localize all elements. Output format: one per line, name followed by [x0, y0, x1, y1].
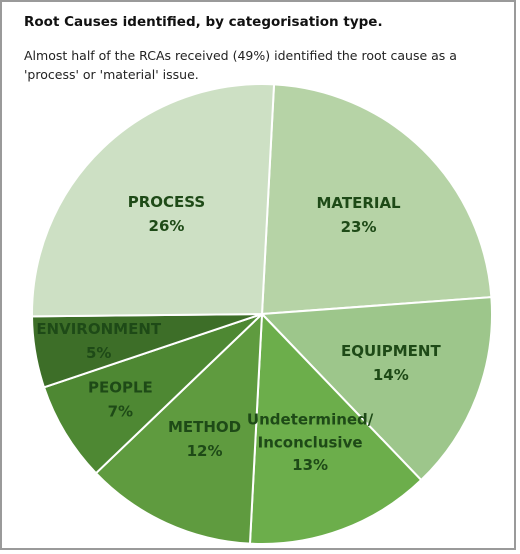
pie-slice — [42, 313, 263, 475]
chart-title: Root Causes identified, by categorisatio… — [24, 14, 383, 30]
pie-slice — [248, 311, 423, 545]
value-label: 23% — [341, 218, 377, 236]
slice-label: PEOPLE — [88, 378, 153, 396]
pie-slice — [259, 296, 493, 482]
slice-label: EQUIPMENT — [341, 342, 441, 360]
value-label: 5% — [86, 344, 111, 362]
slice-label: Undetermined/Inconclusive — [247, 410, 374, 451]
pie-chart: MATERIAL 23% EQUIPMENT 14% Undetermined/Inco… — [31, 83, 493, 545]
value-label: 12% — [187, 442, 223, 460]
slice-label: METHOD — [168, 418, 241, 436]
value-label: 13% — [292, 456, 328, 474]
pie-slice — [260, 83, 493, 316]
value-label: 7% — [108, 402, 133, 420]
slice-label: MATERIAL — [316, 194, 401, 212]
slice-label: ENVIRONMENT — [36, 320, 162, 338]
value-label: 14% — [373, 366, 409, 384]
chart-subtitle: Almost half of the RCAs received (49%) i… — [24, 48, 457, 82]
pie-slice — [94, 311, 264, 545]
slice-label: PROCESS — [128, 193, 205, 211]
pie-slice — [31, 83, 276, 318]
value-label: 26% — [149, 217, 185, 235]
